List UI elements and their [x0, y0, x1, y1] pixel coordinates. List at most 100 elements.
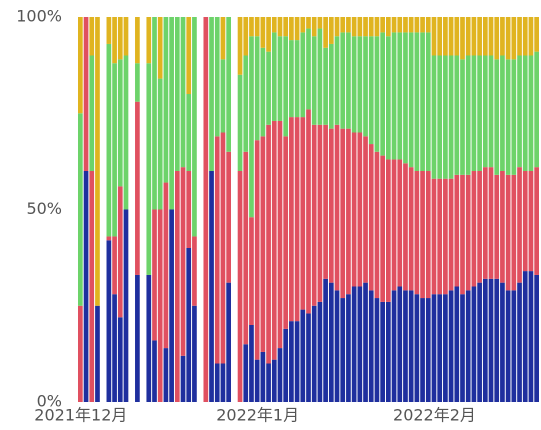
- bar-segment: [471, 171, 477, 287]
- bar-segment: [494, 59, 500, 175]
- bar-segment: [323, 124, 328, 279]
- bar-segment: [386, 36, 391, 160]
- bar-segment: [471, 286, 477, 402]
- bar-segment: [260, 136, 266, 352]
- bar-segment: [528, 271, 534, 402]
- bar-segment: [505, 59, 511, 175]
- bar-segment: [123, 17, 129, 56]
- bar-segment: [237, 17, 243, 75]
- bar-segment: [277, 348, 283, 402]
- bar-segment: [277, 36, 283, 121]
- bar-segment: [260, 17, 266, 48]
- bar-segment: [386, 17, 391, 37]
- bar-segment: [226, 17, 231, 152]
- bar-segment: [346, 17, 351, 33]
- bar-segment: [334, 124, 340, 291]
- bar-segment: [374, 151, 380, 299]
- bar-segment: [106, 43, 112, 237]
- bar-segment: [368, 17, 374, 37]
- bar-segment: [163, 348, 169, 402]
- bar-segment: [311, 36, 317, 125]
- bar-segment: [106, 236, 112, 241]
- bar-segment: [300, 17, 306, 33]
- bar-segment: [397, 286, 403, 402]
- bar-segment: [300, 32, 306, 118]
- bar-segment: [277, 17, 283, 37]
- bar-segment: [363, 282, 368, 402]
- bar-segment: [454, 286, 460, 402]
- bar-segment: [95, 17, 100, 306]
- bar-segment: [306, 28, 311, 110]
- bar-segment: [363, 136, 368, 283]
- bar-segment: [311, 305, 317, 402]
- bar-segment: [425, 17, 431, 33]
- bar-segment: [249, 217, 254, 325]
- bar-segment: [180, 167, 186, 356]
- bar-segment: [386, 301, 391, 402]
- bar-segment: [317, 301, 323, 402]
- bar-segment: [243, 55, 249, 152]
- bar-segment: [78, 113, 83, 306]
- bar-segment: [391, 290, 397, 402]
- bar-segment: [420, 32, 425, 172]
- bar-segment: [254, 140, 260, 360]
- bar-segment: [271, 32, 277, 121]
- y-tick-label: 100%: [16, 7, 62, 26]
- bar-segment: [135, 274, 140, 402]
- bar-segment: [95, 305, 100, 402]
- bar-segment: [505, 290, 511, 402]
- bar-segment: [465, 55, 471, 175]
- bar-segment: [534, 51, 539, 168]
- bar-segment: [249, 17, 254, 37]
- bar-segment: [465, 290, 471, 402]
- bar-segment: [425, 32, 431, 172]
- bar-segment: [448, 178, 454, 291]
- bar-segment: [152, 340, 157, 402]
- y-tick-label: 50%: [26, 199, 62, 218]
- bar-segment: [117, 317, 123, 402]
- bar-segment: [391, 32, 397, 160]
- bar-segment: [357, 17, 363, 37]
- bar-segment: [112, 17, 117, 64]
- bar-segment: [294, 321, 300, 402]
- bar-segment: [368, 290, 374, 402]
- bar-segment: [146, 63, 152, 275]
- bar-segment: [374, 17, 380, 37]
- bar-segment: [117, 59, 123, 187]
- bar-segment: [477, 282, 482, 402]
- bar-segment: [443, 17, 448, 56]
- bar-segment: [437, 294, 443, 402]
- bar-segment: [357, 286, 363, 402]
- bar-segment: [328, 43, 334, 129]
- bar-segment: [266, 51, 271, 125]
- bar-segment: [534, 274, 539, 402]
- bar-segment: [220, 132, 226, 364]
- bar-segment: [214, 17, 220, 137]
- bar-segment: [357, 132, 363, 287]
- bar-segment: [517, 55, 522, 168]
- bar-segment: [534, 167, 539, 275]
- bar-segment: [477, 55, 482, 171]
- bar-segment: [403, 163, 408, 291]
- bar-segment: [397, 17, 403, 33]
- bar-segment: [289, 40, 294, 118]
- bar-segment: [186, 17, 192, 94]
- bar-segment: [169, 17, 174, 210]
- bar-segment: [289, 321, 294, 402]
- bar-segment: [437, 178, 443, 295]
- bar-segment: [460, 294, 465, 402]
- bar-segment: [386, 159, 391, 302]
- bar-segment: [283, 17, 289, 37]
- bar-segment: [408, 32, 414, 168]
- bar-segment: [243, 344, 249, 402]
- bar-segment: [334, 290, 340, 402]
- bar-segment: [112, 236, 117, 295]
- bar-segment: [135, 101, 140, 275]
- bar-segment: [397, 159, 403, 287]
- bar-segment: [226, 282, 231, 402]
- bar-segment: [214, 363, 220, 402]
- bar-segment: [254, 359, 260, 402]
- y-tick-label: 0%: [37, 392, 62, 411]
- bar-segment: [465, 174, 471, 291]
